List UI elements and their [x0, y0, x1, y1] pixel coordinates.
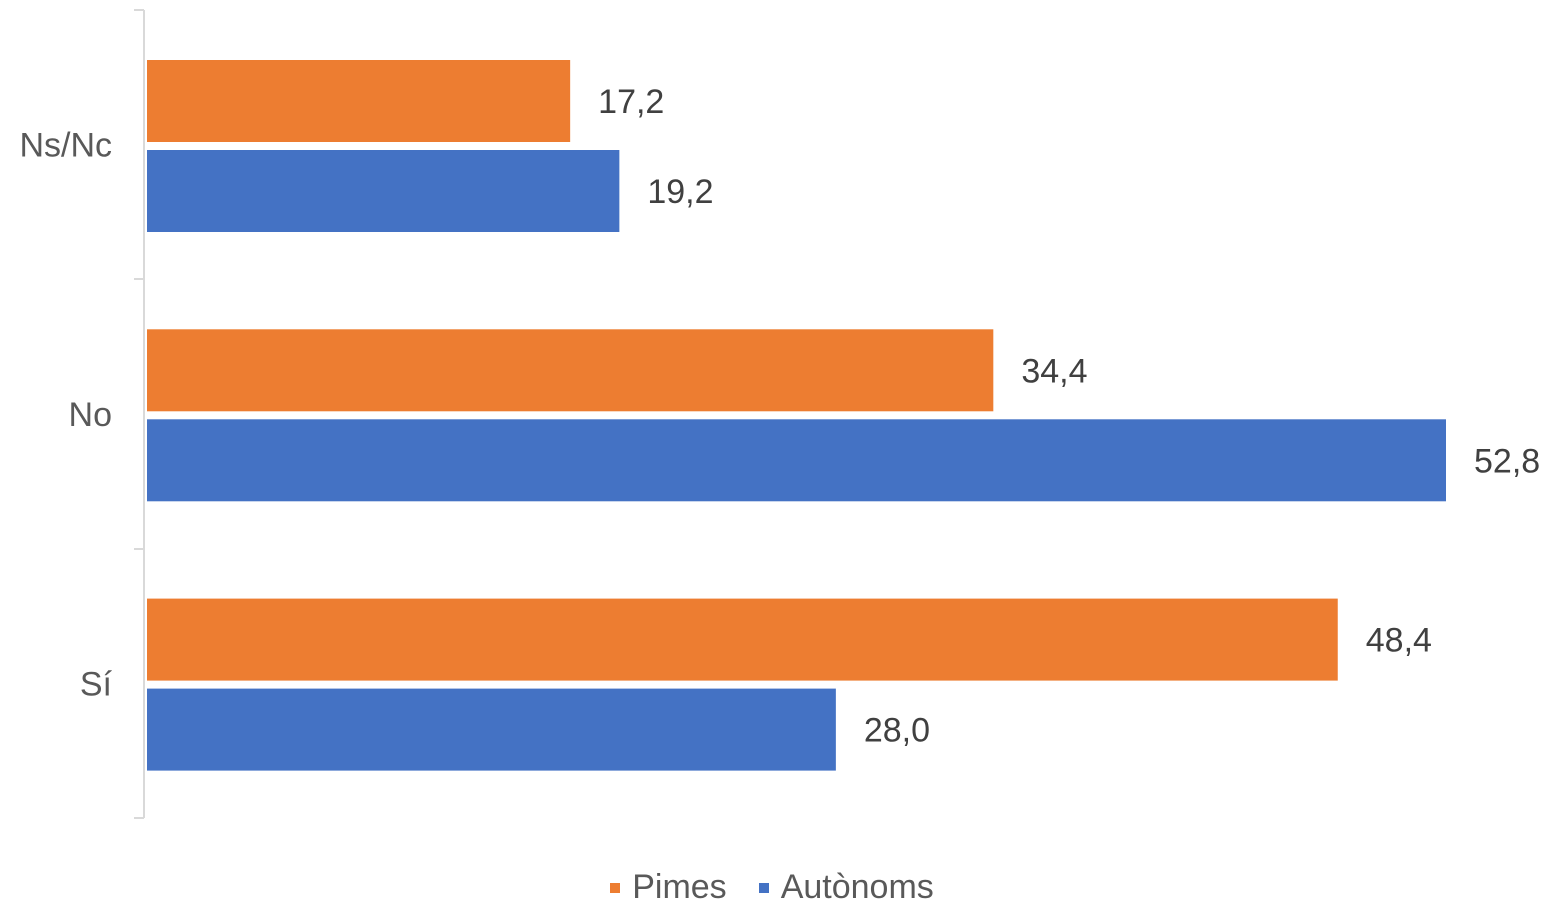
legend-label-autonoms: Autònoms: [780, 868, 934, 906]
data-label-autonoms-ns-nc: 19,2: [647, 173, 713, 211]
bar-pimes-si: [147, 598, 1338, 681]
legend-item-pimes: Pimes: [610, 868, 727, 907]
data-label-pimes-ns-nc: 17,2: [598, 83, 664, 121]
bar-chart: Ns/Nc 17,2 19,2 No 34,4 52,8 Sí 48,4 28,0: [19, 9, 1540, 819]
bar-pimes-no: [147, 329, 994, 412]
category-label-ns-nc: Ns/Nc: [19, 127, 112, 165]
data-label-pimes-si: 48,4: [1366, 622, 1432, 660]
legend-item-autonoms: Autònoms: [758, 868, 934, 907]
category-label-si: Sí: [80, 665, 113, 703]
legend-swatch-autonoms: [758, 882, 769, 893]
data-label-autonoms-no: 52,8: [1474, 442, 1540, 480]
category-label-no: No: [69, 396, 112, 434]
bar-autonoms-ns-nc: [147, 150, 620, 232]
legend-label-pimes: Pimes: [632, 868, 727, 906]
bar-autonoms-no: [147, 419, 1446, 502]
bar-autonoms-si: [147, 688, 836, 771]
legend: Pimes Autònoms: [0, 868, 1544, 907]
bar-pimes-ns-nc: [147, 60, 571, 142]
legend-swatch-pimes: [610, 882, 621, 893]
data-label-pimes-no: 34,4: [1021, 352, 1087, 390]
bars-group: Ns/Nc 17,2 19,2 No 34,4 52,8 Sí 48,4 28,0: [19, 60, 1540, 771]
data-label-autonoms-si: 28,0: [864, 712, 930, 750]
